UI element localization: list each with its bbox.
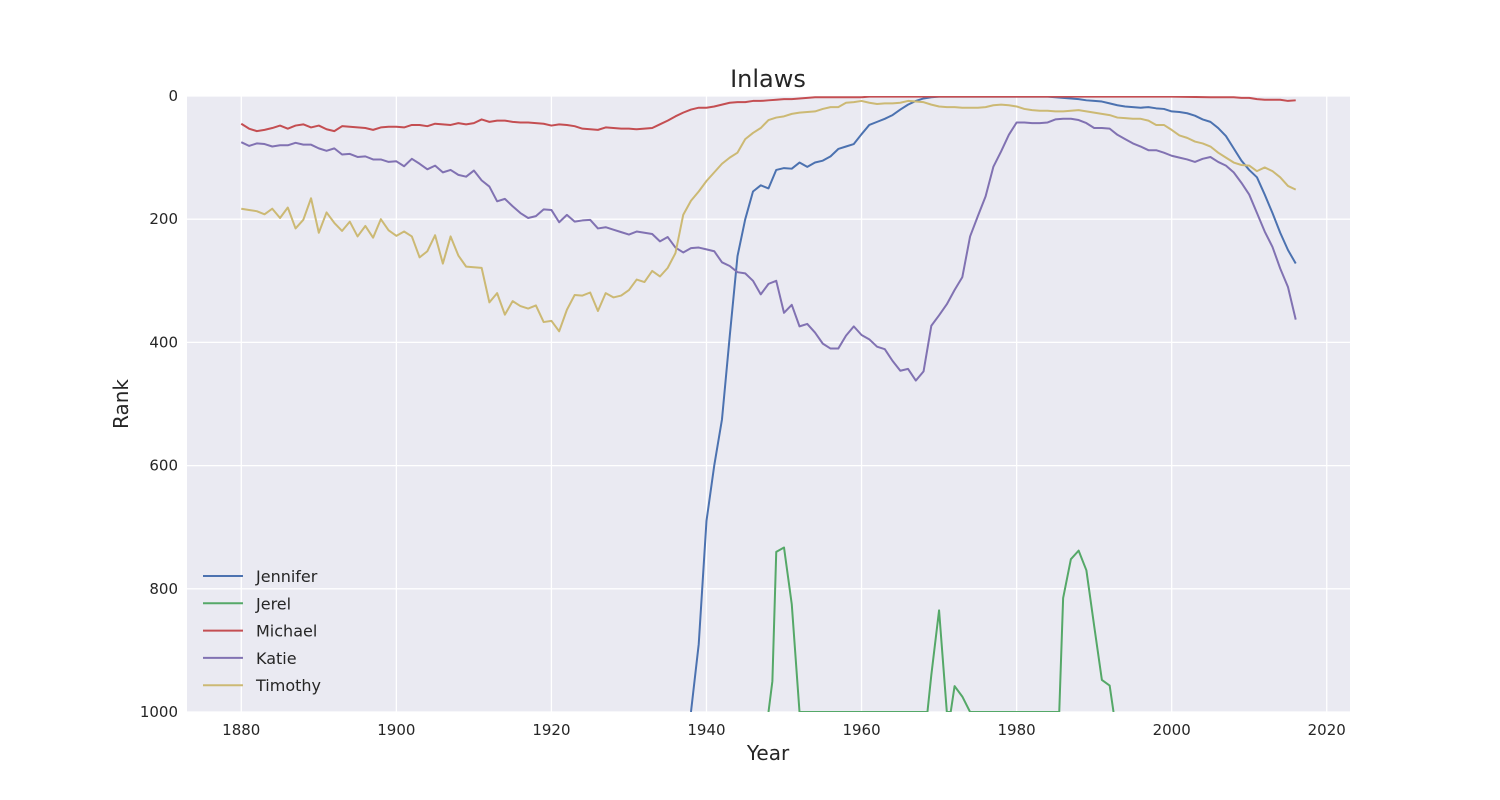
y-tick-label: 0 [168, 87, 178, 105]
y-tick-label: 400 [149, 333, 178, 351]
x-tick-label: 1920 [532, 721, 570, 739]
x-tick-label: 1880 [222, 721, 260, 739]
series-lines [240, 96, 1297, 712]
y-axis-ticks: 0 200 400 600 800 1000 [140, 87, 178, 721]
y-axis-title: Rank [109, 379, 133, 429]
legend-label-jerel: Jerel [255, 594, 291, 613]
x-axis-ticks: 1880 1900 1920 1940 1960 1980 2000 2020 [222, 721, 1346, 739]
x-tick-label: 1960 [842, 721, 880, 739]
x-tick-label: 1940 [687, 721, 725, 739]
x-axis-title: Year [746, 741, 790, 765]
y-tick-label: 600 [149, 457, 178, 475]
y-tick-label: 800 [149, 580, 178, 598]
legend-label-michael: Michael [256, 622, 317, 641]
y-tick-label: 1000 [140, 703, 178, 721]
x-tick-label: 2020 [1308, 721, 1346, 739]
plot-area [187, 96, 1350, 712]
x-tick-label: 1980 [998, 721, 1036, 739]
x-tick-label: 2000 [1153, 721, 1191, 739]
series-line-michael [240, 96, 1296, 133]
series-line-jerel [767, 546, 1115, 712]
series-line-katie [240, 117, 1297, 382]
legend: Jennifer Jerel Michael Katie Timothy [203, 567, 321, 695]
legend-label-timothy: Timothy [255, 676, 321, 695]
y-tick-label: 200 [149, 210, 178, 228]
series-line-timothy [241, 99, 1297, 333]
chart-title: Inlaws [730, 65, 806, 93]
legend-label-jennifer: Jennifer [255, 567, 318, 586]
x-tick-label: 1900 [377, 721, 415, 739]
legend-label-katie: Katie [256, 649, 297, 668]
